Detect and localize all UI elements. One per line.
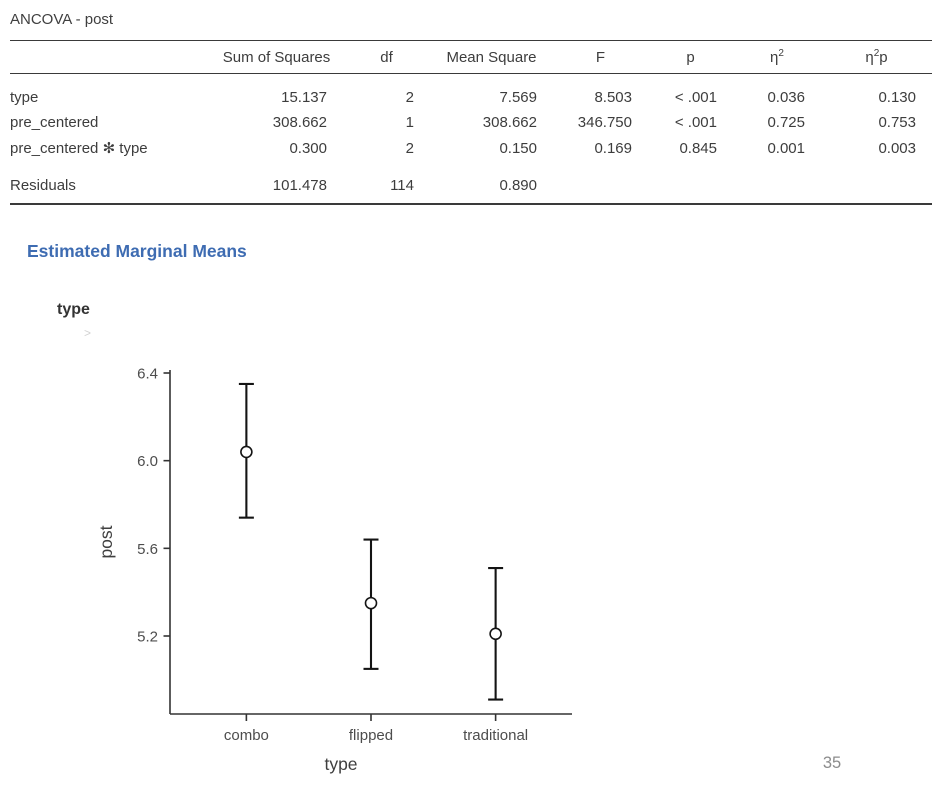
table-cell: 0.003 xyxy=(878,139,916,157)
table-cell: 0.169 xyxy=(594,139,632,157)
x-tick-label-flipped: flipped xyxy=(349,727,393,744)
table-cell: 1 xyxy=(405,114,414,131)
row-label: pre_centered xyxy=(10,114,99,131)
table-cell: 101.478 xyxy=(272,177,327,194)
column-header-p: p xyxy=(648,40,733,74)
ancova-table-title: ANCOVA - post xyxy=(10,11,114,28)
table-cell: 2 xyxy=(405,89,414,106)
table-cell: 0.150 xyxy=(499,139,537,157)
page-number: 35 xyxy=(822,754,842,772)
mean-point-flipped xyxy=(364,596,378,610)
table-cell: < .001 xyxy=(674,114,717,131)
column-header-f: F xyxy=(553,40,648,74)
column-header-mean-square: Mean Square xyxy=(430,40,553,74)
table-cell: 0.753 xyxy=(878,114,916,131)
errorbar-traditional xyxy=(488,567,504,701)
table-row-type: type 15.137 2 7.569 8.503 < .001 0.036 0.130 xyxy=(10,74,932,111)
x-tick-label-combo: combo xyxy=(224,727,269,744)
chevron-right-icon: > xyxy=(84,326,92,340)
section-heading-estimated-marginal-means: Estimated Marginal Means xyxy=(27,241,247,261)
y-tick-label: 5.6 xyxy=(137,541,158,558)
errorbar-combo xyxy=(238,382,254,519)
plot-axes: 5.2 5.6 6.0 6.4 combo flipped traditional xyxy=(137,366,572,744)
table-cell: 8.503 xyxy=(594,89,632,106)
ancova-table-block: ANCOVA - post Sum of Squares df Mean Squar… xyxy=(10,10,932,205)
table-row-pre-centered-type: pre_centered ✻ type 0.300 2 0.150 0.169 0.845… xyxy=(10,135,932,161)
row-label: pre_centered ✻ type xyxy=(10,140,148,157)
table-cell: 2 xyxy=(405,139,414,157)
mean-point-traditional xyxy=(489,627,502,641)
table-cell: 308.662 xyxy=(482,114,537,131)
table-cell: 0.300 xyxy=(289,139,327,157)
table-cell: 0.725 xyxy=(767,114,805,131)
table-cell: 346.750 xyxy=(577,114,632,131)
table-cell: 0.845 xyxy=(679,139,717,157)
table-cell: 0.130 xyxy=(878,89,916,106)
column-header--: η2 xyxy=(733,40,821,74)
table-row-residuals: Residuals 101.478 114 0.890 xyxy=(10,161,932,204)
table-cell: 114 xyxy=(390,177,414,194)
x-tick-label-traditional: traditional xyxy=(463,727,528,744)
column-header-df: df xyxy=(343,40,430,74)
plot-subtitle-type: type xyxy=(57,301,90,318)
y-tick-label: 5.2 xyxy=(137,629,158,646)
table-cell: 7.569 xyxy=(499,89,537,106)
column-header-term xyxy=(10,40,210,74)
table-cell: 0.001 xyxy=(767,139,805,157)
y-tick-label: 6.0 xyxy=(137,453,158,470)
row-label: Residuals xyxy=(10,177,76,194)
errorbar-flipped xyxy=(363,538,379,670)
table-cell: < .001 xyxy=(674,89,717,106)
table-row-pre-centered: pre_centered 308.662 1 308.662 346.750 < .001… xyxy=(10,110,932,135)
table-cell: 15.137 xyxy=(281,89,327,106)
mean-point-combo xyxy=(240,445,253,459)
table-cell: 0.036 xyxy=(767,89,805,106)
table-cell: 0.890 xyxy=(499,177,537,194)
y-tick-label: 6.4 xyxy=(137,366,158,383)
column-header--p: η2p xyxy=(821,40,932,74)
table-cell: 308.662 xyxy=(272,114,327,131)
x-axis-title: type xyxy=(324,754,357,774)
row-label: type xyxy=(10,89,39,106)
column-header-sum-of-squares: Sum of Squares xyxy=(210,40,343,74)
y-axis-title: post xyxy=(96,525,116,558)
